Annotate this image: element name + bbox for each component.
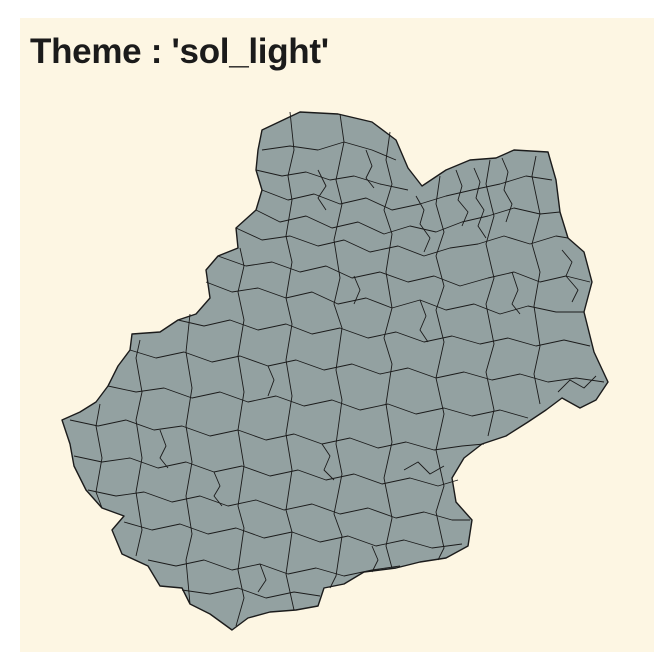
commune-borders bbox=[69, 111, 605, 627]
map-panel: Theme : 'sol_light' bbox=[20, 18, 654, 652]
map-title: Theme : 'sol_light' bbox=[30, 32, 329, 71]
choropleth-map bbox=[61, 111, 609, 631]
region-outline bbox=[61, 111, 609, 631]
